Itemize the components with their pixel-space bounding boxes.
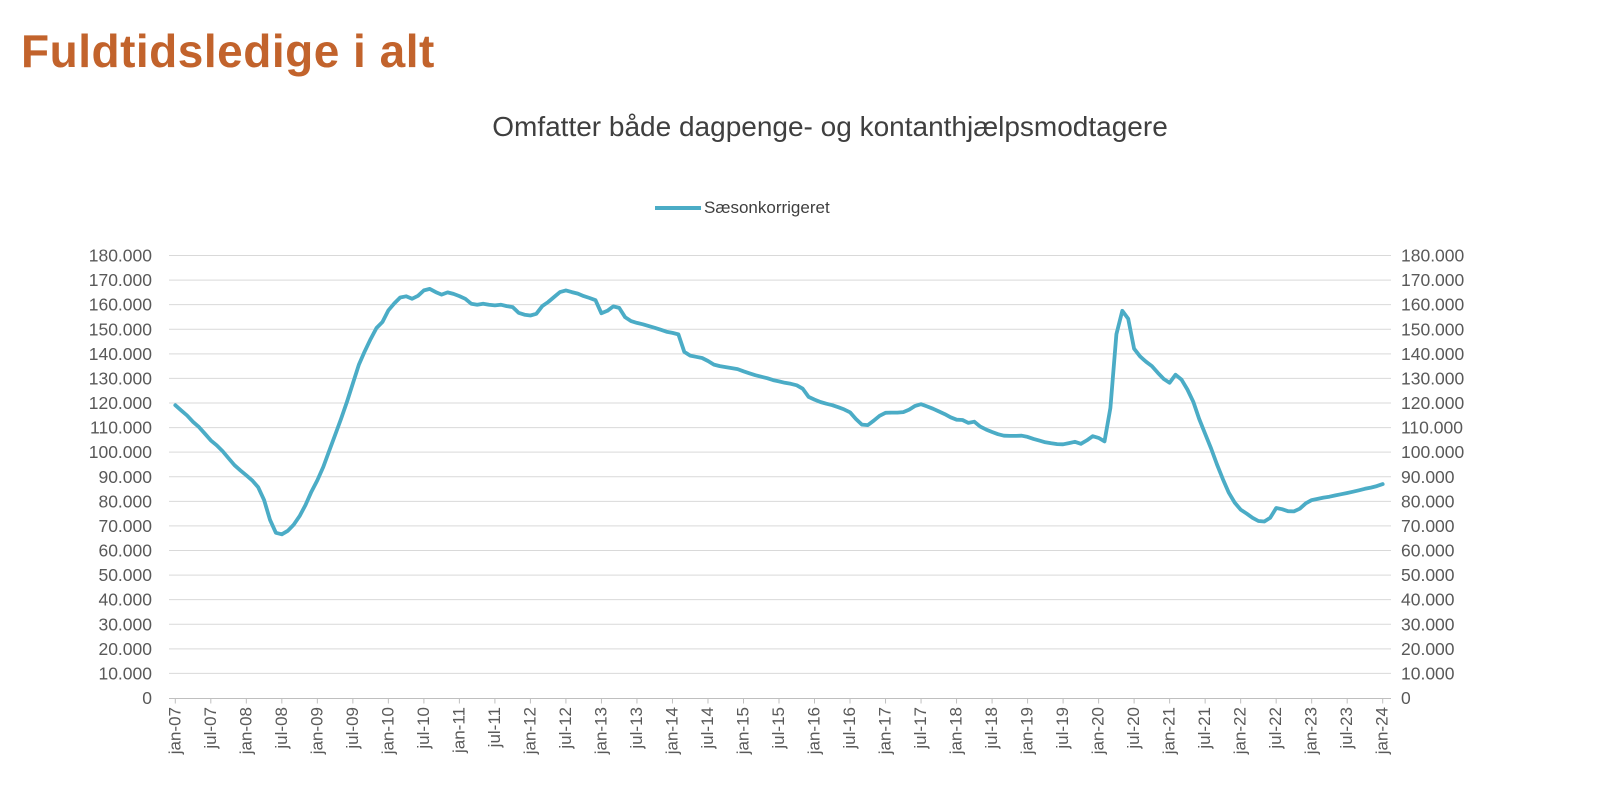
x-axis-label: jan-24 [1373,707,1392,755]
y-axis-label-right: 90.000 [1401,467,1455,487]
x-axis-label: jul-19 [1053,707,1072,750]
y-axis-label-right: 20.000 [1401,639,1455,659]
x-axis-label: jan-10 [378,707,397,755]
y-axis-label-right: 150.000 [1401,319,1465,339]
x-axis-label: jul-09 [343,707,362,750]
y-axis-label-right: 0 [1401,688,1411,708]
x-axis-label: jan-22 [1231,707,1250,755]
x-axis-label: jul-23 [1337,707,1356,750]
y-axis-label-left: 0 [142,688,152,708]
y-axis-label-left: 170.000 [89,270,153,290]
x-axis-label: jul-16 [840,707,859,750]
x-axis-label: jul-07 [201,707,220,750]
x-axis-label: jan-17 [876,707,895,755]
y-axis-label-left: 60.000 [98,541,152,561]
y-axis-label-right: 10.000 [1401,663,1455,683]
y-axis-label-right: 30.000 [1401,614,1455,634]
page-title: Fuldtidsledige i alt [21,25,435,77]
y-axis-label-left: 20.000 [98,639,152,659]
y-axis-label-right: 120.000 [1401,393,1465,413]
chart-title: Omfatter både dagpenge- og kontanthjælps… [492,111,1168,142]
x-axis-label: jan-15 [733,707,752,755]
y-axis-label-right: 140.000 [1401,344,1465,364]
x-axis-label: jan-08 [236,707,255,755]
y-axis-label-right: 80.000 [1401,491,1455,511]
y-axis-label-left: 70.000 [98,516,152,536]
y-axis-label-left: 100.000 [89,442,153,462]
y-axis-label-right: 70.000 [1401,516,1455,536]
x-axis-label: jan-20 [1089,707,1108,755]
x-axis-label: jul-20 [1124,707,1143,750]
series-line-saesonkorrigeret [173,286,1385,537]
x-axis-label: jan-14 [662,707,681,755]
x-axis-label: jan-11 [449,707,468,754]
x-axis-label: jan-19 [1018,707,1037,755]
legend-label: Sæsonkorrigeret [704,198,830,217]
y-axis-label-right: 180.000 [1401,246,1465,266]
x-axis-label: jul-15 [769,707,788,750]
x-axis-label: jan-13 [591,707,610,755]
y-axis-label-left: 120.000 [89,393,153,413]
chart-legend: Sæsonkorrigeret [655,198,830,218]
x-axis-label: jul-08 [272,707,291,750]
x-axis-label: jul-10 [414,707,433,750]
y-axis-label-left: 40.000 [98,590,152,610]
x-axis-label: jan-23 [1302,707,1321,755]
x-axis-label: jul-14 [698,707,717,750]
y-axis-label-left: 180.000 [89,246,153,266]
x-axis-label: jan-12 [520,707,539,755]
x-axis-label: jan-21 [1160,707,1179,755]
y-axis-label-right: 170.000 [1401,270,1465,290]
x-axis-label: jul-21 [1195,707,1214,750]
y-axis-label-right: 40.000 [1401,590,1455,610]
y-axis-label-left: 10.000 [98,663,152,683]
x-axis-label: jul-17 [911,707,930,750]
y-axis-label-left: 110.000 [90,418,152,438]
x-axis-label: jan-18 [947,707,966,755]
x-axis-label: jan-09 [307,707,326,755]
x-axis-label: jul-11 [485,707,504,748]
y-axis-label-left: 90.000 [98,467,152,487]
legend-line-marker-icon [655,206,701,210]
y-axis-label-left: 140.000 [89,344,153,364]
y-axis-label-right: 130.000 [1401,368,1465,388]
y-axis-label-left: 80.000 [98,491,152,511]
y-axis-label-left: 160.000 [89,295,153,315]
x-axis-label: jul-22 [1266,707,1285,750]
x-axis-label: jan-07 [165,707,184,755]
y-axis-label-left: 150.000 [89,319,153,339]
y-axis-label-right: 50.000 [1401,565,1455,585]
y-axis-label-left: 50.000 [98,565,152,585]
y-axis-label-left: 130.000 [89,368,153,388]
y-axis-label-right: 110.000 [1401,418,1463,438]
y-axis-label-right: 60.000 [1401,541,1455,561]
x-axis-label: jul-12 [556,707,575,750]
x-axis-label: jul-13 [627,707,646,750]
y-axis-label-right: 100.000 [1401,442,1465,462]
x-axis-label: jan-16 [805,707,824,755]
y-axis-label-right: 160.000 [1401,295,1465,315]
y-axis-label-left: 30.000 [98,614,152,634]
x-axis-label: jul-18 [982,707,1001,750]
